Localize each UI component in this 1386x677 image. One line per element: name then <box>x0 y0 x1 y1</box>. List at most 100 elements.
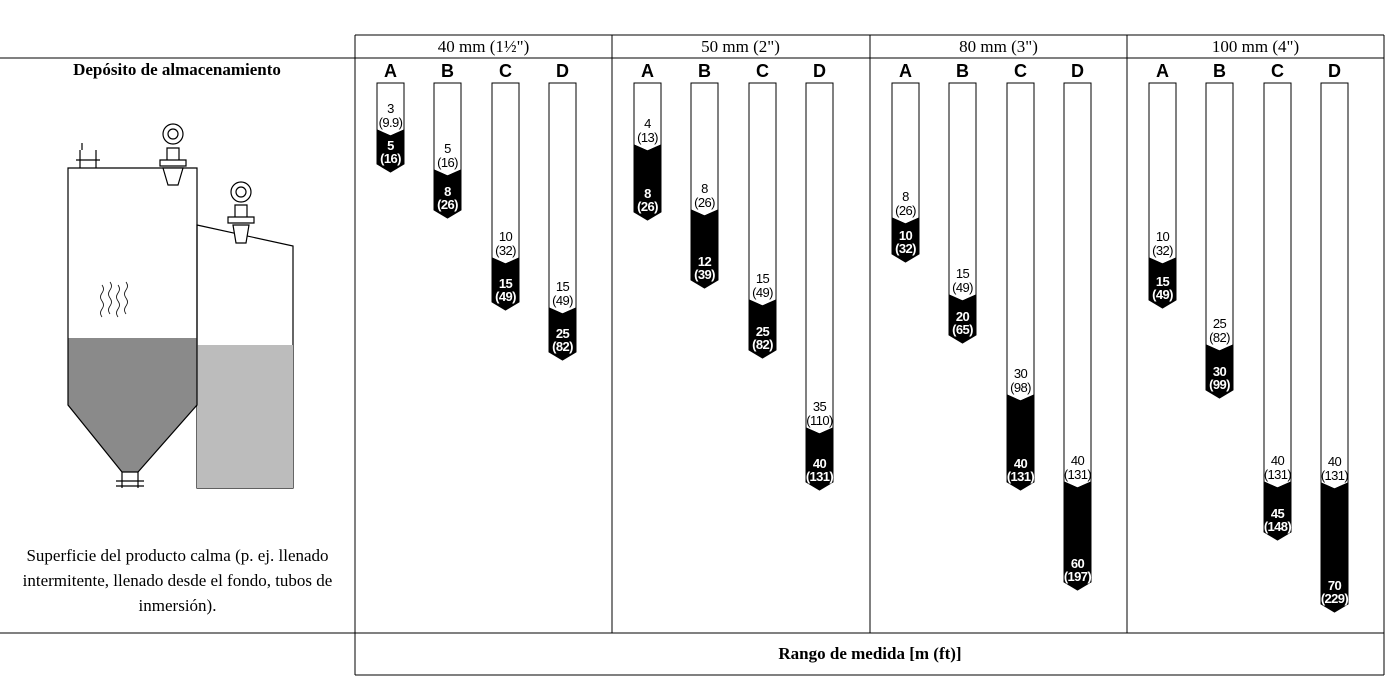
bar-upper <box>805 82 834 435</box>
lower-value-ft: (82) <box>752 337 773 352</box>
lower-value: 60 <box>1071 556 1085 571</box>
upper-value: 15 <box>556 279 570 294</box>
upper-value: 10 <box>499 229 513 244</box>
tank-illustration <box>67 123 294 489</box>
upper-value: 4 <box>644 116 651 131</box>
upper-value-ft: (131) <box>1264 467 1292 482</box>
lower-value: 40 <box>1014 456 1028 471</box>
upper-value-ft: (26) <box>694 195 715 210</box>
footer: Rango de medida [m (ft)] <box>778 644 961 663</box>
bar-letter: D <box>1071 61 1084 81</box>
bar-upper <box>1063 82 1092 489</box>
bar-lower <box>805 427 834 491</box>
bar-letter: B <box>441 61 454 81</box>
upper-value-ft: (26) <box>895 203 916 218</box>
lower-value: 45 <box>1271 506 1285 521</box>
lower-value-ft: (82) <box>552 339 573 354</box>
upper-value: 8 <box>902 189 909 204</box>
bar-lower <box>748 299 777 359</box>
lower-value: 25 <box>556 326 570 341</box>
bar-lower <box>690 209 719 289</box>
upper-value-ft: (9.9) <box>379 115 403 130</box>
upper-value-ft: (16) <box>437 155 458 170</box>
upper-value: 30 <box>1014 366 1028 381</box>
lower-value: 8 <box>644 186 651 201</box>
bar-letter: B <box>956 61 969 81</box>
lower-value: 15 <box>1156 274 1170 289</box>
lower-value: 12 <box>698 254 712 269</box>
bar-lower <box>548 307 577 361</box>
upper-value: 10 <box>1156 229 1170 244</box>
bar-upper <box>1320 82 1349 490</box>
upper-value-ft: (82) <box>1209 330 1230 345</box>
lower-value: 70 <box>1328 578 1342 593</box>
lower-value-ft: (49) <box>495 289 516 304</box>
upper-value: 8 <box>701 181 708 196</box>
upper-value-ft: (131) <box>1064 467 1092 482</box>
upper-value: 15 <box>956 266 970 281</box>
bar-lower <box>1063 481 1092 591</box>
upper-value: 40 <box>1071 453 1085 468</box>
upper-value-ft: (49) <box>552 293 573 308</box>
lower-value: 40 <box>813 456 827 471</box>
column-header: 80 mm (3") <box>959 37 1038 56</box>
lower-value-ft: (99) <box>1209 377 1230 392</box>
upper-value: 35 <box>813 399 827 414</box>
bar-lower <box>1263 481 1292 541</box>
lower-value-ft: (131) <box>806 469 834 484</box>
caption: Superficie del producto calma (p. ej. ll… <box>22 546 333 615</box>
lower-value: 30 <box>1213 364 1227 379</box>
upper-value: 40 <box>1271 453 1285 468</box>
lower-value-ft: (131) <box>1007 469 1035 484</box>
lower-value-ft: (148) <box>1264 519 1292 534</box>
upper-value: 3 <box>387 101 394 116</box>
bar-letter: A <box>1156 61 1169 81</box>
bar-letter: C <box>499 61 512 81</box>
lower-value-ft: (39) <box>694 267 715 282</box>
bar-letter: C <box>756 61 769 81</box>
upper-value-ft: (32) <box>1152 243 1173 258</box>
bar-lower <box>948 294 977 344</box>
bar-lower <box>433 169 462 219</box>
column-header: 50 mm (2") <box>701 37 780 56</box>
lower-value-ft: (26) <box>437 197 458 212</box>
bar-lower <box>1006 394 1035 491</box>
lower-value: 5 <box>387 138 394 153</box>
bar-lower <box>1320 482 1349 613</box>
bar-letter: B <box>1213 61 1226 81</box>
lower-value: 8 <box>444 184 451 199</box>
upper-value-ft: (49) <box>952 280 973 295</box>
lower-value: 15 <box>499 276 513 291</box>
bar-lower <box>1148 257 1177 309</box>
upper-value: 40 <box>1328 454 1342 469</box>
bar-lower <box>491 257 520 311</box>
upper-value: 15 <box>756 271 770 286</box>
bar-letter: D <box>813 61 826 81</box>
bar-letter: A <box>899 61 912 81</box>
lower-value: 10 <box>899 228 913 243</box>
bar-upper <box>1006 82 1035 402</box>
bar-letter: C <box>1014 61 1027 81</box>
bar-upper <box>1263 82 1292 489</box>
table-borders <box>0 34 1385 676</box>
lower-value-ft: (16) <box>380 151 401 166</box>
bar-letter: B <box>698 61 711 81</box>
upper-value-ft: (110) <box>806 413 833 428</box>
upper-value-ft: (98) <box>1010 380 1031 395</box>
lower-value-ft: (49) <box>1152 287 1173 302</box>
lower-value-ft: (65) <box>952 322 973 337</box>
upper-value-ft: (13) <box>637 130 658 145</box>
lower-value: 25 <box>756 324 770 339</box>
upper-value-ft: (131) <box>1321 468 1349 483</box>
column-header: 100 mm (4") <box>1212 37 1299 56</box>
bar-letter: A <box>641 61 654 81</box>
bar-lower <box>376 129 405 173</box>
bar-letter: D <box>1328 61 1341 81</box>
upper-value: 25 <box>1213 316 1227 331</box>
upper-value: 5 <box>444 141 451 156</box>
row-title: Depósito de almacenamiento <box>73 60 281 79</box>
upper-value-ft: (49) <box>752 285 773 300</box>
lower-value: 20 <box>956 309 970 324</box>
lower-value-ft: (229) <box>1321 591 1349 606</box>
